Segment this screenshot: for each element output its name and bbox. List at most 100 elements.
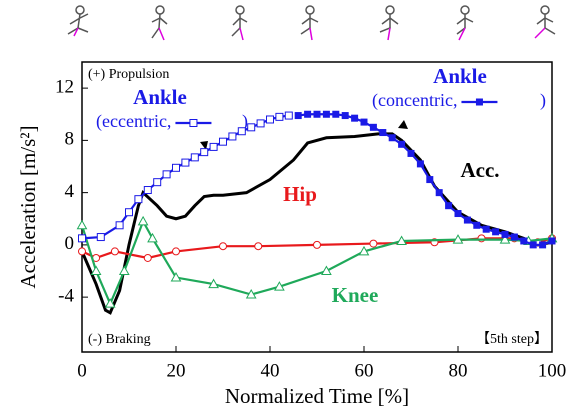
point [313, 110, 321, 118]
point [388, 134, 396, 142]
series-line [81, 114, 289, 240]
y-tick-label: 0 [65, 233, 75, 254]
point [398, 140, 406, 148]
annotation: 【5th step】 [476, 331, 548, 347]
point [247, 123, 256, 132]
point [341, 112, 349, 120]
point [454, 210, 462, 218]
series-label: Acc. [460, 158, 499, 182]
point [219, 137, 227, 146]
point [313, 240, 321, 249]
point [172, 247, 180, 256]
annotation: ) [242, 111, 248, 132]
point [162, 170, 171, 179]
point [463, 216, 471, 224]
point [115, 221, 124, 230]
point [416, 160, 424, 168]
point [153, 178, 162, 187]
point [360, 118, 368, 126]
x-tick-label: 60 [355, 360, 374, 381]
point [110, 247, 119, 256]
point [548, 237, 556, 245]
legend-sample [475, 98, 483, 106]
point [529, 241, 537, 249]
point [256, 119, 265, 128]
point [435, 189, 443, 197]
point [245, 289, 257, 299]
series-label: Knee [332, 283, 379, 307]
point [78, 247, 86, 256]
point [407, 149, 415, 157]
point [190, 153, 199, 162]
y-axis-label: Acceleration [m/s²] [16, 125, 40, 288]
annotation: (-) Braking [88, 332, 151, 347]
point [351, 114, 359, 122]
point [369, 123, 377, 131]
point [379, 129, 387, 137]
point [147, 232, 158, 243]
point [284, 111, 293, 120]
x-axis-label: Normalized Time [%] [225, 384, 409, 408]
point [332, 110, 340, 118]
x-tick-label: 40 [261, 360, 280, 381]
annotation: Ankle [133, 85, 187, 109]
point [228, 132, 237, 141]
point [237, 127, 246, 136]
legend-sample [189, 119, 198, 127]
point [304, 110, 312, 118]
y-tick-label: -4 [58, 285, 74, 306]
point [510, 233, 518, 241]
series-label: (concentric, [372, 90, 457, 111]
series-label: Hip [283, 182, 317, 206]
y-tick-label: 12 [55, 76, 74, 97]
x-tick-label: 0 [77, 360, 87, 381]
annotation: (+) Propulsion [88, 67, 169, 82]
point [482, 225, 490, 233]
point [200, 148, 209, 157]
series-line [81, 237, 553, 260]
point [266, 115, 274, 124]
point [118, 265, 130, 276]
series-label: (eccentric, [96, 111, 171, 132]
point [143, 253, 152, 262]
runner-figures [67, 5, 556, 41]
x-tick-label: 100 [538, 360, 567, 381]
point [321, 265, 332, 276]
point [134, 195, 143, 204]
point [477, 234, 486, 243]
annotation: ) [540, 90, 546, 111]
point [219, 242, 227, 251]
point [125, 208, 133, 217]
plot-frame [81, 61, 553, 353]
point [322, 110, 330, 118]
annotation: Ankle [433, 64, 487, 88]
point [209, 142, 218, 151]
point [539, 241, 547, 249]
point [294, 112, 302, 120]
point [274, 281, 285, 291]
point [445, 202, 453, 210]
point [369, 239, 378, 248]
point [76, 219, 88, 230]
point [172, 163, 180, 172]
series-line [298, 113, 553, 246]
point [104, 298, 116, 308]
point [358, 245, 370, 256]
point [520, 237, 528, 245]
point [254, 242, 263, 251]
point [137, 215, 149, 226]
point [452, 234, 464, 244]
point [170, 272, 182, 282]
point [275, 112, 284, 121]
y-tick-label: 4 [65, 181, 75, 202]
point [90, 265, 102, 276]
y-tick-label: 8 [65, 129, 75, 150]
point [181, 158, 190, 167]
point [492, 228, 500, 236]
point [208, 278, 219, 289]
point [501, 230, 509, 238]
point [473, 221, 481, 229]
point [396, 235, 407, 245]
x-tick-label: 20 [167, 360, 186, 381]
